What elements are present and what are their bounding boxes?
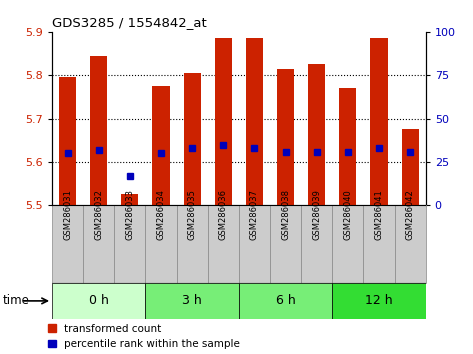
Text: time: time — [2, 295, 29, 307]
Text: 6 h: 6 h — [276, 295, 296, 307]
Bar — [402, 130, 419, 205]
Bar — [215, 38, 232, 205]
FancyBboxPatch shape — [394, 205, 426, 283]
FancyBboxPatch shape — [145, 205, 176, 283]
FancyBboxPatch shape — [332, 205, 363, 283]
Text: GDS3285 / 1554842_at: GDS3285 / 1554842_at — [52, 16, 207, 29]
Text: GSM286031: GSM286031 — [63, 189, 72, 240]
Bar — [308, 64, 325, 205]
FancyBboxPatch shape — [270, 205, 301, 283]
Text: GSM286034: GSM286034 — [157, 189, 166, 240]
FancyBboxPatch shape — [301, 205, 332, 283]
Text: GSM286032: GSM286032 — [94, 189, 103, 240]
Text: 0 h: 0 h — [89, 295, 109, 307]
Text: GSM286036: GSM286036 — [219, 189, 228, 240]
Text: GSM286040: GSM286040 — [343, 190, 352, 240]
Text: GSM286039: GSM286039 — [312, 189, 321, 240]
Text: GSM286042: GSM286042 — [406, 190, 415, 240]
Bar — [370, 38, 387, 205]
FancyBboxPatch shape — [83, 205, 114, 283]
FancyBboxPatch shape — [52, 283, 145, 319]
Bar — [121, 194, 139, 205]
Bar — [59, 78, 76, 205]
Text: 3 h: 3 h — [182, 295, 202, 307]
FancyBboxPatch shape — [176, 205, 208, 283]
FancyBboxPatch shape — [332, 283, 426, 319]
Text: 12 h: 12 h — [365, 295, 393, 307]
Bar — [277, 69, 294, 205]
Bar — [184, 73, 201, 205]
Text: GSM286035: GSM286035 — [188, 189, 197, 240]
Legend: transformed count, percentile rank within the sample: transformed count, percentile rank withi… — [48, 324, 240, 349]
FancyBboxPatch shape — [114, 205, 145, 283]
Bar — [339, 88, 357, 205]
Bar — [152, 86, 170, 205]
FancyBboxPatch shape — [239, 283, 332, 319]
FancyBboxPatch shape — [145, 283, 239, 319]
Text: GSM286038: GSM286038 — [281, 189, 290, 240]
FancyBboxPatch shape — [239, 205, 270, 283]
FancyBboxPatch shape — [363, 205, 394, 283]
Bar — [90, 56, 107, 205]
Text: GSM286033: GSM286033 — [125, 189, 134, 240]
Text: GSM286041: GSM286041 — [375, 190, 384, 240]
FancyBboxPatch shape — [52, 205, 83, 283]
FancyBboxPatch shape — [208, 205, 239, 283]
Bar — [246, 38, 263, 205]
Text: GSM286037: GSM286037 — [250, 189, 259, 240]
